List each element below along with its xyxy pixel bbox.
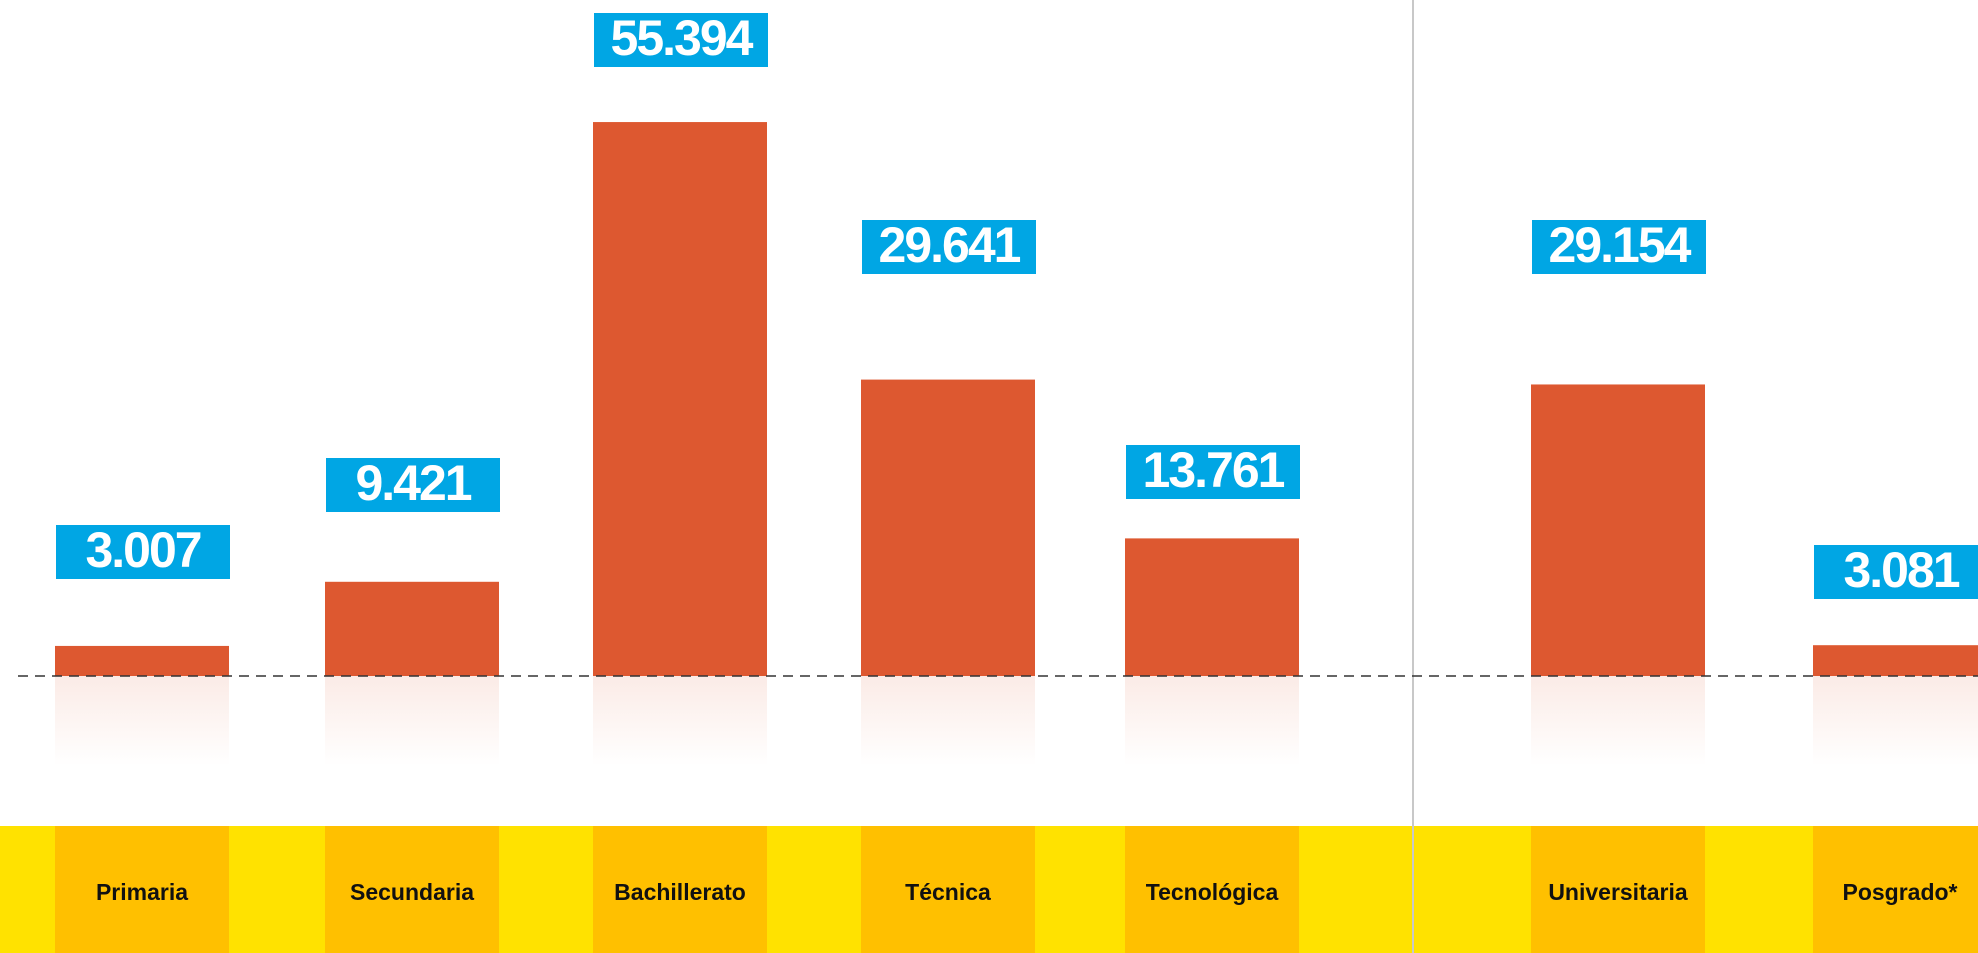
category-block bbox=[1813, 826, 1978, 953]
bar-reflection bbox=[55, 676, 229, 766]
value-label-box bbox=[56, 525, 230, 579]
x-tick-label: Tecnológica bbox=[1146, 879, 1279, 905]
value-label: 55.394 bbox=[611, 10, 754, 66]
x-tick-label: Bachillerato bbox=[614, 879, 746, 905]
marks: 3.007 Primaria 9.421 Secundaria 55.394 Bachil… bbox=[55, 10, 1978, 953]
x-tick-label: Primaria bbox=[96, 879, 188, 905]
bar bbox=[325, 581, 499, 676]
value-label: 3.081 bbox=[1843, 542, 1959, 598]
value-label-box bbox=[594, 13, 768, 67]
value-label-box bbox=[1532, 220, 1706, 274]
bar-reflection bbox=[1531, 676, 1705, 766]
category-block bbox=[1531, 826, 1705, 953]
value-label-box bbox=[862, 220, 1036, 274]
value-label: 29.154 bbox=[1549, 217, 1692, 273]
bar-reflection bbox=[861, 676, 1035, 766]
category-block bbox=[1125, 826, 1299, 953]
bar bbox=[1813, 645, 1978, 676]
value-label-box bbox=[1814, 545, 1978, 599]
bar bbox=[55, 645, 229, 676]
bar-reflection bbox=[1813, 676, 1978, 766]
bar bbox=[861, 379, 1035, 676]
bar-reflection bbox=[325, 676, 499, 766]
bar bbox=[593, 122, 767, 676]
value-label-box bbox=[1126, 445, 1300, 499]
value-label: 3.007 bbox=[85, 522, 200, 578]
value-label-box bbox=[326, 458, 500, 512]
category-block bbox=[861, 826, 1035, 953]
category-block bbox=[593, 826, 767, 953]
category-block bbox=[55, 826, 229, 953]
value-label: 13.761 bbox=[1143, 442, 1285, 498]
value-label: 9.421 bbox=[355, 455, 471, 511]
bar bbox=[1531, 384, 1705, 676]
category-block bbox=[325, 826, 499, 953]
bar bbox=[1125, 538, 1299, 676]
x-tick-label: Posgrado* bbox=[1842, 879, 1957, 905]
bar-reflection bbox=[593, 676, 767, 766]
value-label: 29.641 bbox=[879, 217, 1021, 273]
bar-reflection bbox=[1125, 676, 1299, 766]
x-tick-label: Universitaria bbox=[1548, 879, 1688, 905]
x-tick-label: Técnica bbox=[905, 879, 991, 905]
x-tick-label: Secundaria bbox=[350, 879, 474, 905]
